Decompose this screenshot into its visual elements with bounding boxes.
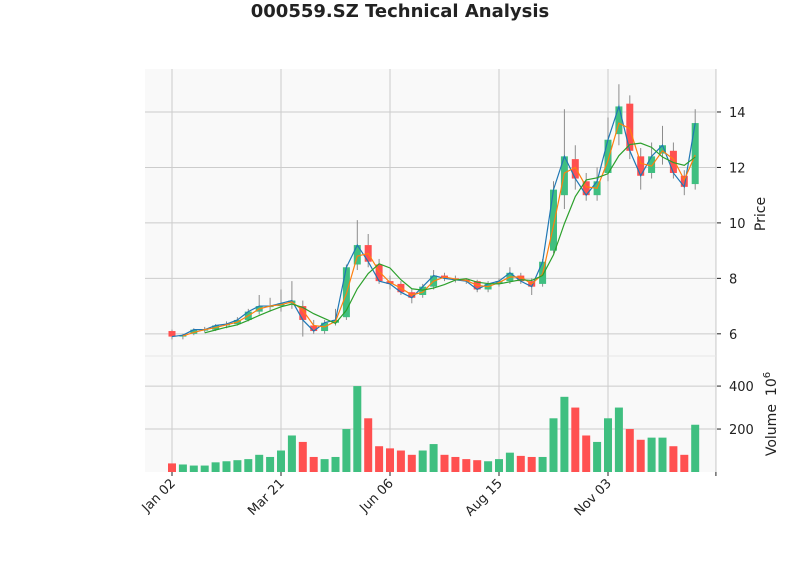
volume-bar xyxy=(516,455,525,472)
volume-bar xyxy=(418,450,427,472)
ma-mid-line xyxy=(182,122,696,337)
volume-bar xyxy=(168,463,176,472)
candle-body xyxy=(626,103,634,151)
candle-body xyxy=(615,106,623,135)
volume-bar xyxy=(571,407,580,472)
volume-bar xyxy=(451,456,460,472)
svg-text:Volume106: Volume 106 xyxy=(762,372,780,456)
x-tick-label: Jan 02 xyxy=(139,476,179,516)
volume-bar xyxy=(473,460,482,472)
volume-bar xyxy=(200,465,209,472)
volume-bar xyxy=(538,456,547,472)
volume-bar xyxy=(462,459,471,472)
candle-body xyxy=(680,175,688,187)
volume-bar xyxy=(309,456,318,472)
volume-bar xyxy=(593,441,602,472)
volume-bar xyxy=(233,460,242,472)
volume-bar xyxy=(560,396,569,472)
volume-bar xyxy=(527,456,536,472)
candle-body xyxy=(659,145,666,154)
x-tick-label: Mar 21 xyxy=(245,476,288,519)
volume-bar xyxy=(266,456,275,472)
chart-title: 000559.SZ Technical Analysis xyxy=(251,1,549,22)
volume-bar xyxy=(691,424,700,472)
volume-bar xyxy=(680,454,689,472)
volume-bar xyxy=(625,429,634,472)
candle-body xyxy=(168,331,176,337)
price-tick-label: 8 xyxy=(729,272,737,287)
volume-bars xyxy=(168,386,700,472)
volume-bar xyxy=(614,407,623,472)
candle-body xyxy=(691,123,699,185)
volume-bar xyxy=(440,454,449,472)
volume-axis-label: Volume 106 xyxy=(762,372,780,456)
x-tick-label: Jun 06 xyxy=(357,476,397,516)
volume-tick-label: 400 xyxy=(729,380,754,395)
volume-bar xyxy=(604,418,612,472)
candle-body xyxy=(637,156,645,176)
price-tick-label: 14 xyxy=(729,106,746,121)
volume-bar xyxy=(364,418,373,472)
volume-bar xyxy=(582,435,591,472)
volume-bar xyxy=(298,441,307,472)
volume-bar xyxy=(549,418,558,472)
candle-body xyxy=(550,189,557,251)
candle-body xyxy=(571,159,579,179)
volume-bar xyxy=(669,446,678,472)
volume-bar xyxy=(320,459,329,472)
volume-bar xyxy=(255,454,264,472)
x-tick-label: Nov 03 xyxy=(572,476,615,519)
volume-bar xyxy=(244,459,253,472)
x-tick-label: Aug 15 xyxy=(463,476,506,519)
volume-bar xyxy=(636,439,645,472)
volume-bar xyxy=(222,461,231,472)
volume-bar xyxy=(647,437,656,472)
volume-bar xyxy=(505,452,514,472)
volume-bar xyxy=(342,429,351,472)
ma-long-line xyxy=(204,142,696,334)
volume-label-base: 10 xyxy=(764,378,780,396)
candle-body xyxy=(353,245,361,265)
volume-bar xyxy=(396,450,405,472)
volume-bar xyxy=(353,386,362,472)
volume-bar xyxy=(484,461,493,472)
candle-body xyxy=(517,275,525,282)
volume-bar xyxy=(407,454,416,472)
volume-bar xyxy=(429,444,438,472)
volume-bar xyxy=(277,450,285,472)
volume-bar xyxy=(386,448,394,472)
price-axis-label: Price xyxy=(753,197,769,231)
price-tick-label: 10 xyxy=(729,217,746,232)
candle-body xyxy=(669,150,677,173)
candle-body xyxy=(375,264,383,282)
volume-bar xyxy=(658,437,667,472)
volume-bar xyxy=(178,464,187,472)
volume-tick-label: 200 xyxy=(729,423,754,438)
candle-body xyxy=(310,325,318,332)
candle-body xyxy=(648,156,656,173)
volume-label-text: Volume xyxy=(764,404,780,456)
volume-bar xyxy=(495,459,503,472)
volume-bar xyxy=(211,462,220,472)
volume-label-exponent: 6 xyxy=(762,372,773,378)
volume-bar xyxy=(189,465,198,472)
candle-body xyxy=(604,139,612,173)
price-tick-label: 12 xyxy=(729,161,746,176)
volume-bar xyxy=(287,435,296,472)
candle-body xyxy=(190,329,198,334)
candle-body xyxy=(299,306,307,320)
ma-short-line xyxy=(171,104,696,338)
volume-bar xyxy=(375,446,384,472)
candle-body xyxy=(582,181,590,196)
candle-body xyxy=(419,286,427,295)
price-tick-label: 6 xyxy=(729,328,737,343)
volume-bar xyxy=(331,456,340,472)
moving-average-lines xyxy=(171,104,696,338)
